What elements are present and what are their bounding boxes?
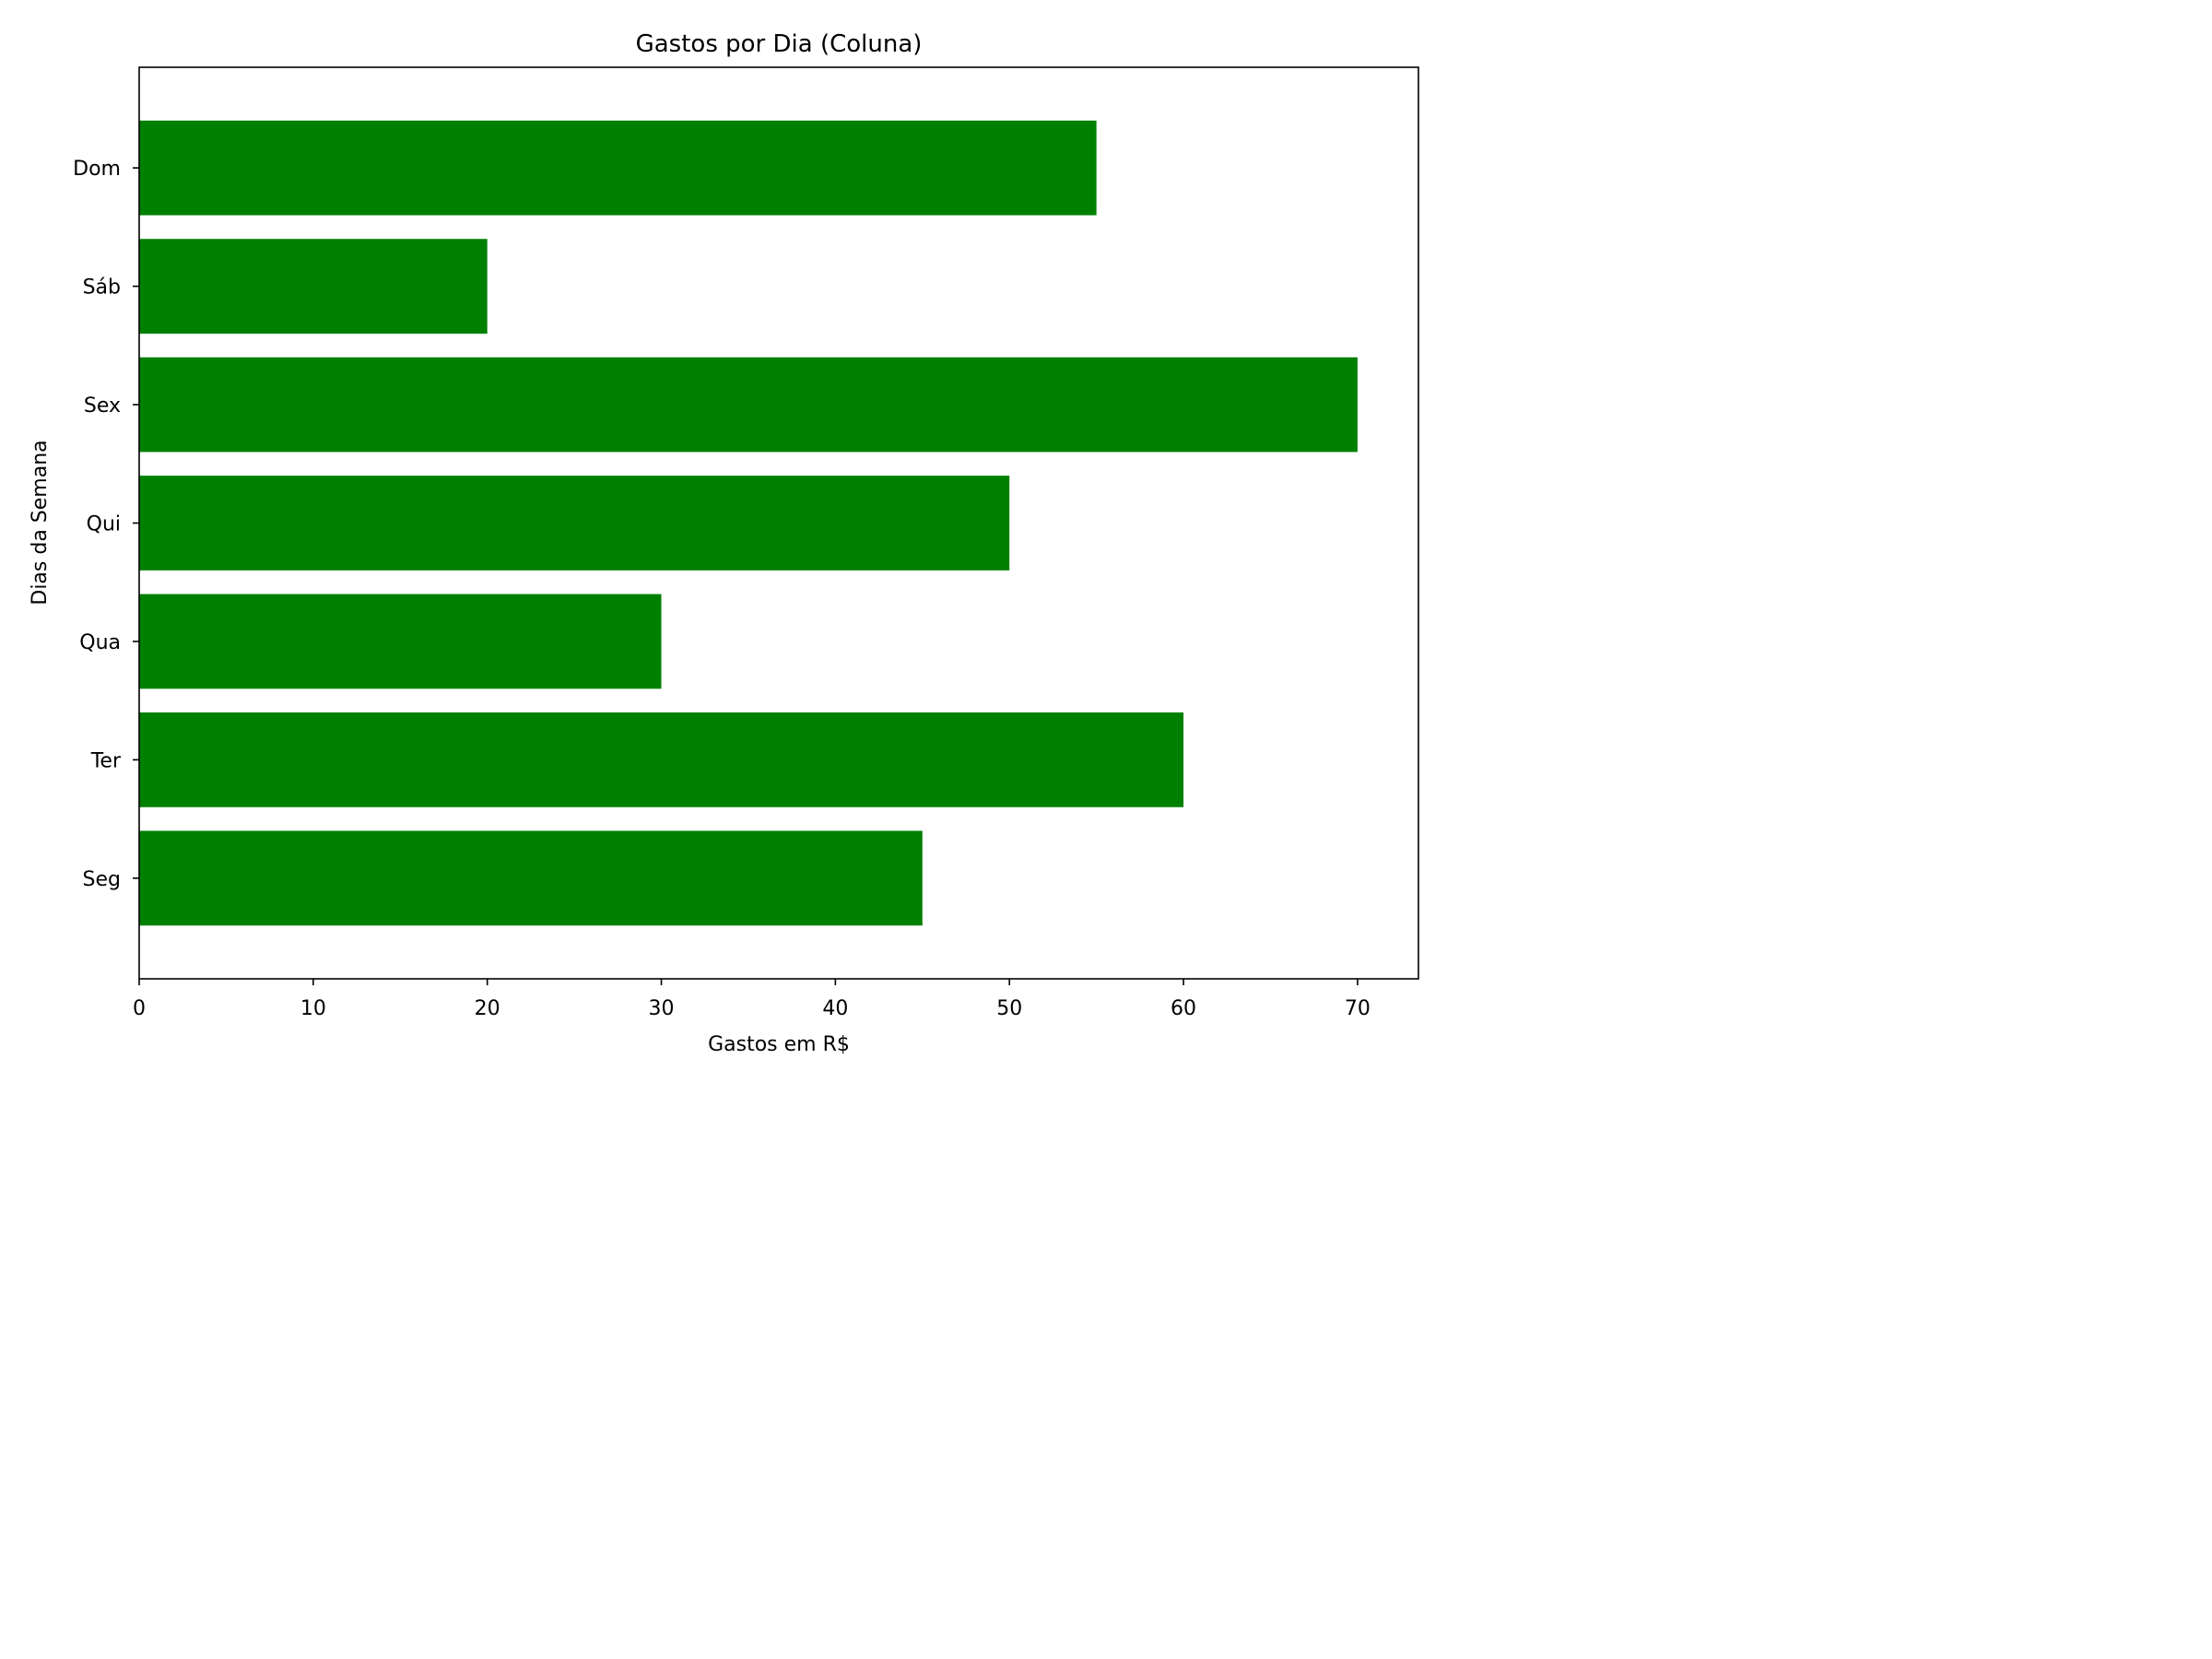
y-tick-label: Sáb [83,276,121,300]
chart-title: Gastos por Dia (Coluna) [636,30,923,58]
x-tick-label: 0 [133,997,146,1020]
x-axis-title: Gastos em R$ [708,1033,850,1056]
bar-Sáb [139,239,488,334]
x-tick-label: 40 [822,997,848,1020]
y-tick-label: Dom [73,158,121,181]
bars-layer [139,120,1358,926]
bar-Ter [139,712,1184,807]
plot-frame [138,66,1419,980]
x-tick-label: 50 [996,997,1022,1020]
bar-Qua [139,594,662,689]
chart-container: Gastos por Dia (Coluna) Seg Ter Qua Qui Sex S… [0,0,1444,1083]
y-axis-title: Dias da Semana [29,440,52,605]
x-tick-label: 60 [1171,997,1196,1020]
bar-chart: Gastos por Dia (Coluna) SegTerQuaQuiSexS… [0,0,1444,1083]
y-tick-label: Sex [84,394,121,418]
bar-Qui [139,476,1010,571]
x-tick-label: 30 [649,997,675,1020]
x-tick-label: 10 [300,997,326,1020]
y-tick-label: Ter [90,749,122,772]
x-tick-label: 20 [475,997,500,1020]
ticks-layer: Seg Ter Qua Qui Sex Sáb Dom 0 10 20 30 40 50 60 70 [73,158,1371,1020]
bar-Sex [139,357,1358,453]
y-tick-label: Qua [79,631,121,654]
x-tick-label: 70 [1345,997,1371,1020]
y-tick-label: Qui [87,513,121,536]
y-tick-label: Seg [83,868,121,891]
bar-Dom [139,120,1097,216]
bar-Seg [139,830,923,926]
